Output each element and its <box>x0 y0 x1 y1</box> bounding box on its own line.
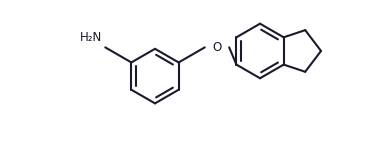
Text: O: O <box>212 41 222 54</box>
Text: H₂N: H₂N <box>79 31 102 45</box>
